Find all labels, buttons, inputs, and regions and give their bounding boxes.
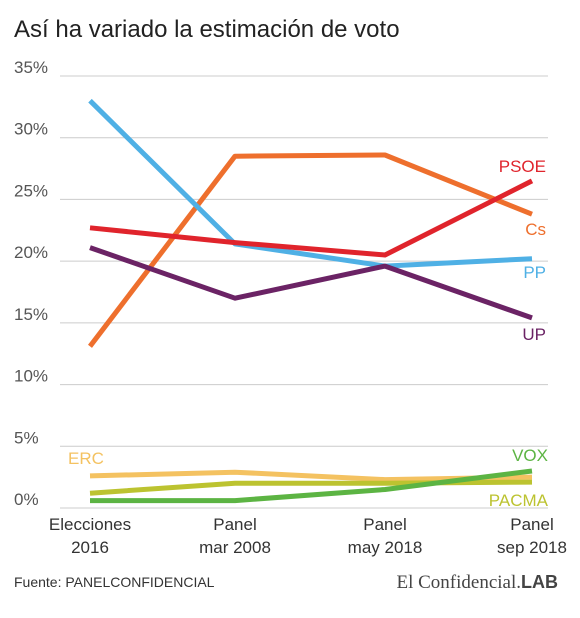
series-label-pacma: PACMA (489, 491, 549, 510)
series-label-up: UP (522, 325, 546, 344)
y-tick-label: 0% (14, 490, 39, 509)
y-tick-label: 35% (14, 58, 48, 77)
series-label-pp: PP (523, 263, 546, 282)
y-tick-label: 5% (14, 428, 39, 447)
x-tick-label: Panel may 2018 (348, 515, 423, 557)
x-axis-ticks: Elecciones 2016 Panel mar 2008 Panel may 2018… (49, 515, 567, 557)
y-tick-label: 10% (14, 367, 48, 386)
y-tick-label: 25% (14, 181, 48, 200)
x-tick-label: Panel mar 2008 (199, 515, 271, 557)
x-tick-label: Panel sep 2018 (497, 515, 567, 557)
series-label-cs: Cs (525, 220, 546, 239)
series-label-erc: ERC (68, 449, 104, 468)
x-tick-label: Elecciones 2016 (49, 515, 131, 557)
series-line-up (89, 245, 533, 321)
series-line-pacma (89, 479, 533, 496)
gridlines (60, 75, 548, 509)
source-note: Fuente: PANELCONFIDENCIAL (14, 574, 215, 590)
chart-title: Así ha variado la estimación de voto (14, 16, 400, 43)
series-labels: PP Cs PSOE UP ERC PACMA VOX (68, 157, 549, 510)
y-tick-label: 20% (14, 243, 48, 262)
brand-suffix: LAB (521, 572, 558, 592)
series-label-psoe: PSOE (499, 157, 546, 176)
line-chart: 35% 30% 25% 20% 15% 10% 5% 0% Elecciones 2016 Pan… (14, 58, 567, 557)
series-line-psoe (89, 178, 534, 258)
series-lines (88, 98, 534, 504)
y-tick-label: 30% (14, 120, 48, 139)
y-tick-label: 15% (14, 305, 48, 324)
y-axis-ticks: 35% 30% 25% 20% 15% 10% 5% 0% (14, 58, 48, 509)
series-line-pp (88, 98, 533, 269)
series-label-vox: VOX (512, 446, 548, 465)
brand-logo: El Confidencial.LAB (396, 572, 558, 594)
series-line-cs (88, 152, 533, 348)
brand-main: El Confidencial. (396, 572, 521, 593)
series-line-vox (90, 468, 533, 504)
